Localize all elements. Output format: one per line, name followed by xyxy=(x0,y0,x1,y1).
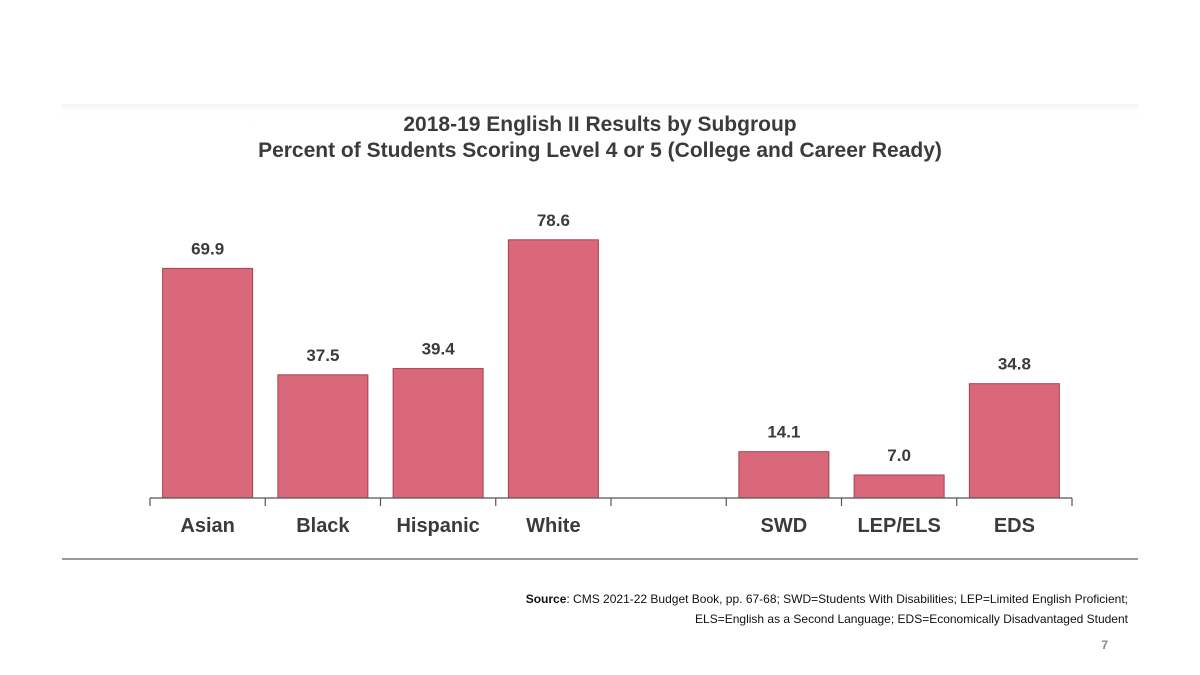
panel-bottom-edge xyxy=(62,558,1138,560)
page-number: 7 xyxy=(1101,638,1108,652)
data-label: 69.9 xyxy=(191,239,224,258)
bar xyxy=(507,239,599,499)
chart-subtitle: Percent of Students Scoring Level 4 or 5… xyxy=(258,139,942,162)
category-label: Hispanic xyxy=(396,515,479,537)
bar xyxy=(738,451,830,499)
source-text-line2: ELS=English as a Second Language; EDS=Ec… xyxy=(695,612,1128,626)
bar xyxy=(392,368,484,499)
data-label: 37.5 xyxy=(306,346,339,365)
bar xyxy=(968,383,1060,499)
bar xyxy=(853,474,945,499)
data-label: 7.0 xyxy=(887,446,911,465)
category-label: LEP/ELS xyxy=(857,515,940,537)
data-label: 78.6 xyxy=(537,211,570,230)
category-label: SWD xyxy=(761,515,808,537)
bar xyxy=(277,374,369,499)
source-label: Source xyxy=(525,592,567,606)
chart-title-block: 2018-19 English II Results by Subgroup P… xyxy=(0,112,1200,164)
category-label: EDS xyxy=(994,515,1035,537)
data-label: 39.4 xyxy=(422,340,456,359)
data-label: 34.8 xyxy=(998,355,1031,374)
source-note: Source: CMS 2021-22 Budget Book, pp. 67-… xyxy=(526,589,1128,629)
category-label: Asian xyxy=(180,515,234,537)
category-label: White xyxy=(526,515,580,537)
category-label: Black xyxy=(296,515,350,537)
source-text: : CMS 2021-22 Budget Book, pp. 67-68; SW… xyxy=(566,592,1128,606)
chart-title: 2018-19 English II Results by Subgroup xyxy=(403,113,797,136)
data-label: 14.1 xyxy=(767,423,800,442)
bar xyxy=(162,267,254,499)
